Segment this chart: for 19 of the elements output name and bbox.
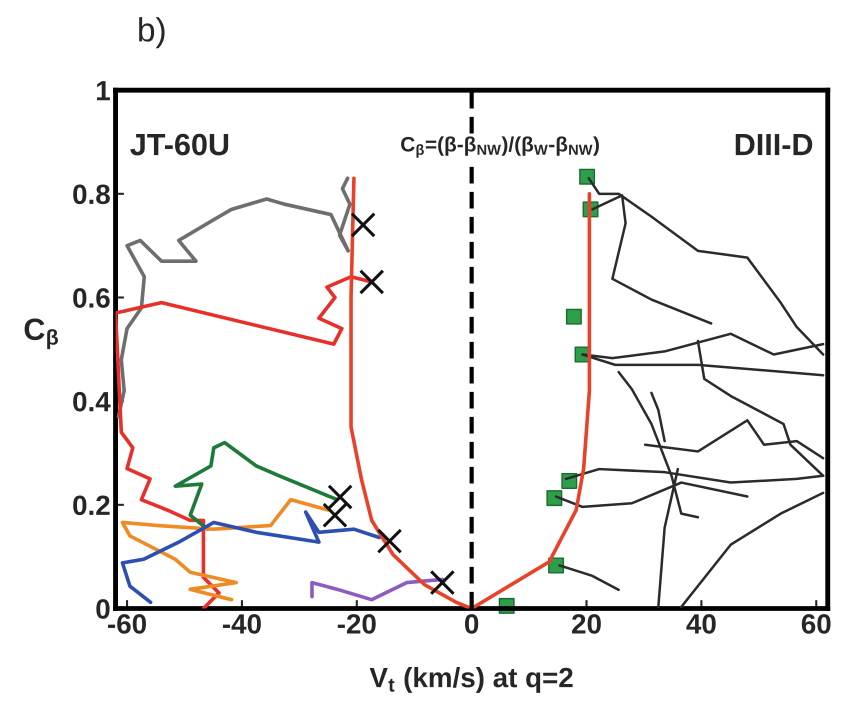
annotation: JT-60U (130, 134, 228, 156)
x-tick-label: 20 (572, 614, 601, 634)
y-tick-label: 0.8 (73, 184, 110, 204)
text: b) (139, 17, 165, 48)
x-axis-title: V$_{t}$ (km/s) at q=2 (370, 667, 573, 693)
text: C$_{β}$=(β-β$_{NW}$)/(β$_{W}$-β$_{NW}$) (401, 136, 599, 158)
y-tick-label: 0.4 (73, 392, 111, 412)
y-axis-title: C$_{β}$ (24, 318, 58, 350)
y-tick-label: 1 (97, 81, 110, 100)
x-tick-label: 0 (465, 614, 478, 634)
x-tick-label: -60 (108, 614, 146, 634)
y-tick-label: 0.2 (73, 495, 110, 516)
annotation: DIII-D (736, 134, 812, 156)
y-tick-label: 0 (96, 599, 110, 619)
x-tick-label: 40 (686, 614, 716, 634)
y-tick-label: 0.6 (73, 288, 110, 308)
x-tick-label: -40 (222, 614, 261, 634)
x-tick-label: 60 (802, 614, 831, 634)
x-tick-label: -20 (338, 614, 376, 634)
